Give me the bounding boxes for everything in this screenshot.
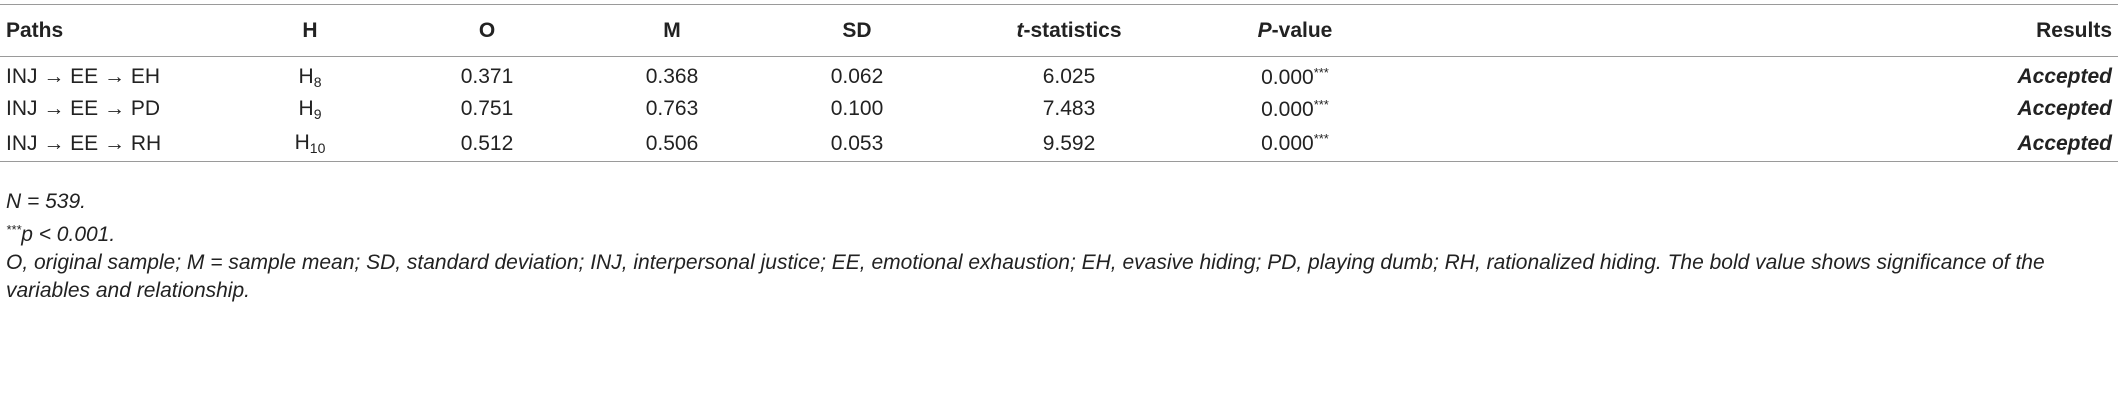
cell-text-part: *** (1313, 64, 1329, 80)
header-text-part: -value (1271, 18, 1333, 42)
header-cell: Results (1396, 5, 2118, 57)
note: N = 539. (6, 188, 2112, 216)
note: ***p < 0.001. (6, 216, 2112, 249)
header-text-part: -statistics (1023, 18, 1122, 42)
note-part: p < 0.001. (21, 223, 116, 246)
table-cell: 0.000*** (1194, 57, 1396, 92)
table-cell: 0.371 (400, 57, 574, 92)
cell-text: 6.025 (1042, 65, 1096, 89)
cell-text-part: *** (1313, 131, 1329, 147)
header-cell: H (220, 5, 400, 57)
cell-text: 9.592 (1042, 131, 1096, 155)
note-text: N = 539. (6, 190, 86, 213)
header-text: H (302, 18, 318, 42)
cell-text: 0.368 (645, 65, 699, 89)
cell-text-part: H (298, 96, 314, 120)
table-cell: H9 (220, 92, 400, 127)
header-row: Paths H O M SD t-statistics P-value Results (0, 4, 2118, 57)
cell-text-part: H (298, 64, 314, 88)
cell-text: INJ → EE → EH (6, 65, 161, 89)
table-cell: Accepted (1396, 92, 2118, 127)
header-cell: SD (770, 5, 944, 57)
header-cell: M (574, 5, 770, 57)
table-row: INJ → EE → RH H10 0.512 0.506 0.053 9.592 0.00… (0, 127, 2118, 162)
cell-text: Accepted (2017, 97, 2112, 120)
table-cell: 0.100 (770, 92, 944, 127)
cell-text-part: 0.000 (1261, 65, 1314, 89)
table-row: INJ → EE → PD H9 0.751 0.763 0.100 7.483 0.000… (0, 92, 2118, 127)
table-cell: 0.763 (574, 92, 770, 127)
header-text: Results (2036, 18, 2112, 42)
header-cell: t-statistics (944, 5, 1194, 57)
table-cell: 0.368 (574, 57, 770, 92)
table-cell: 0.751 (400, 92, 574, 127)
cell-text: INJ → EE → PD (6, 97, 161, 120)
table-cell: Accepted (1396, 57, 2118, 92)
cell-text: 0.062 (830, 65, 884, 89)
cell-text-part: 0.000 (1261, 132, 1314, 156)
table-cell: H10 (220, 127, 400, 162)
table-body: INJ → EE → EH H8 0.371 0.368 0.062 6.025 0.000… (0, 57, 2118, 162)
header-cell: Paths (0, 5, 220, 57)
header-text: SD (842, 18, 872, 42)
cell-text: Accepted (2017, 131, 2112, 155)
table-cell: 0.062 (770, 57, 944, 92)
table-cell: 7.483 (944, 92, 1194, 127)
note: O, original sample; M = sample mean; SD,… (6, 249, 2112, 305)
header-cell: O (400, 5, 574, 57)
results-table: Paths H O M SD t-statistics P-value Results INJ… (0, 4, 2118, 162)
table-cell: INJ → EE → PD (0, 92, 220, 127)
cell-text: 0.751 (460, 97, 514, 120)
cell-text: 0.506 (645, 131, 699, 155)
cell-text-part: H (294, 131, 310, 155)
table-cell: 0.053 (770, 127, 944, 162)
table-cell: 0.512 (400, 127, 574, 162)
table-row: INJ → EE → EH H8 0.371 0.368 0.062 6.025 0.000… (0, 57, 2118, 92)
cell-text-part: 8 (313, 73, 322, 90)
table-cell: 9.592 (944, 127, 1194, 162)
cell-text: 0.512 (460, 131, 514, 155)
cell-text: 0.100 (830, 97, 884, 120)
cell-text: Accepted (2017, 65, 2112, 89)
cell-text: INJ → EE → RH (6, 131, 162, 155)
table-cell: INJ → EE → RH (0, 127, 220, 162)
cell-text: 0.763 (645, 97, 699, 120)
cell-text: 0.053 (830, 131, 884, 155)
cell-text-part: *** (1313, 96, 1329, 112)
table-cell: 0.000*** (1194, 127, 1396, 162)
header-text-part: t (1016, 18, 1024, 42)
cell-text: 7.483 (1042, 97, 1096, 120)
cell-text-part: 9 (313, 105, 322, 122)
cell-text-part: 10 (309, 140, 326, 157)
table-cell: Accepted (1396, 127, 2118, 162)
note-part: *** (6, 222, 22, 237)
cell-text: 0.371 (460, 65, 514, 89)
header-text: Paths (6, 18, 64, 42)
header-cell: P-value (1194, 5, 1396, 57)
table-notes: N = 539. ***p < 0.001. O, original sample;… (6, 188, 2112, 305)
table-cell: 0.506 (574, 127, 770, 162)
note-text: O, original sample; M = sample mean; SD,… (6, 251, 2045, 302)
header-text: O (478, 18, 496, 42)
table-cell: H8 (220, 57, 400, 92)
table-cell: 6.025 (944, 57, 1194, 92)
header-text-part: P (1257, 18, 1272, 42)
cell-text-part: 0.000 (1261, 97, 1314, 121)
table-cell: 0.000*** (1194, 92, 1396, 127)
header-text: M (663, 18, 681, 42)
table-cell: INJ → EE → EH (0, 57, 220, 92)
